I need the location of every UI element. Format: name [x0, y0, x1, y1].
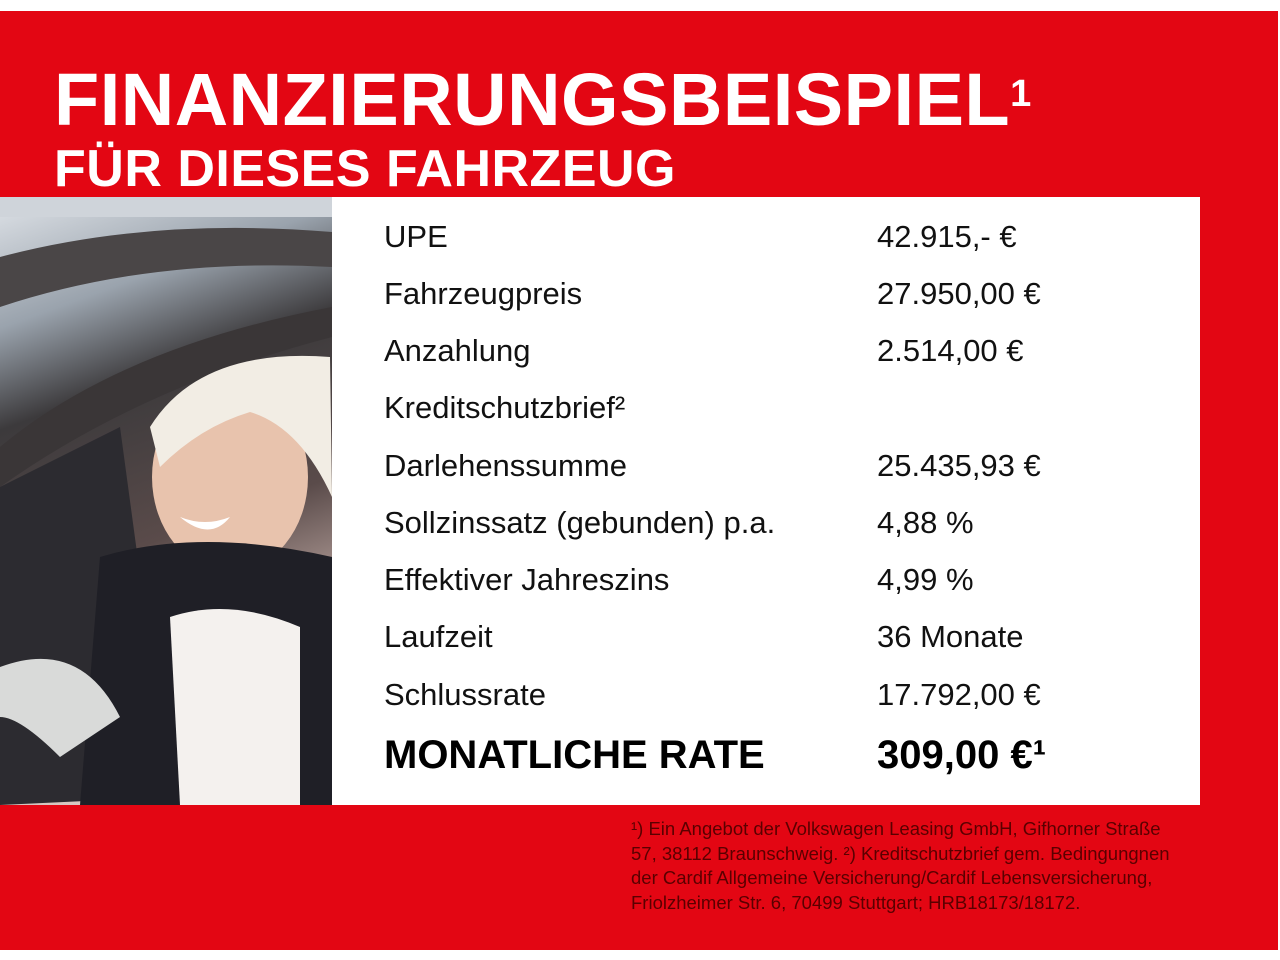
value-sollzinssatz: 4,88 % — [877, 505, 974, 540]
value-darlehenssumme: 25.435,93 € — [877, 448, 1041, 483]
value-schlussrate: 17.792,00 € — [877, 677, 1041, 712]
label-effektiver-jahreszins: Effektiver Jahreszins — [384, 562, 670, 597]
value-effektiver-jahreszins: 4,99 % — [877, 562, 974, 597]
label-upe: UPE — [384, 219, 448, 254]
value-upe: 42.915,- € — [877, 219, 1017, 254]
photo-illustration — [0, 197, 332, 805]
page-title: FINANZIERUNGSBEISPIEL1 — [54, 55, 1032, 145]
value-fahrzeugpreis: 27.950,00 € — [877, 276, 1041, 311]
label-anzahlung: Anzahlung — [384, 333, 531, 368]
label-sollzinssatz: Sollzinssatz (gebunden) p.a. — [384, 505, 776, 540]
footnote: ¹) Ein Angebot der Volkswagen Leasing Gm… — [631, 818, 1170, 913]
page-subtitle: FÜR DIESES FAHRZEUG — [54, 140, 676, 198]
label-darlehenssumme: Darlehenssumme — [384, 448, 627, 483]
label-laufzeit: Laufzeit — [384, 619, 493, 654]
financing-table: UPE 42.915,- € Fahrzeugpreis 27.950,00 €… — [332, 197, 1200, 805]
label-kreditschutzbrief: Kreditschutzbrief² — [384, 390, 626, 425]
title-footnote-mark: 1 — [1010, 73, 1032, 115]
label-fahrzeugpreis: Fahrzeugpreis — [384, 276, 583, 311]
label-monatliche-rate: MONATLICHE RATE — [384, 733, 765, 777]
value-anzahlung: 2.514,00 € — [877, 333, 1024, 368]
value-monatliche-rate: 309,00 €¹ — [877, 733, 1047, 777]
label-schlussrate: Schlussrate — [384, 677, 546, 712]
title-text: FINANZIERUNGSBEISPIEL — [54, 58, 1011, 141]
value-laufzeit: 36 Monate — [877, 619, 1024, 654]
photo-woman-in-car — [0, 197, 332, 805]
